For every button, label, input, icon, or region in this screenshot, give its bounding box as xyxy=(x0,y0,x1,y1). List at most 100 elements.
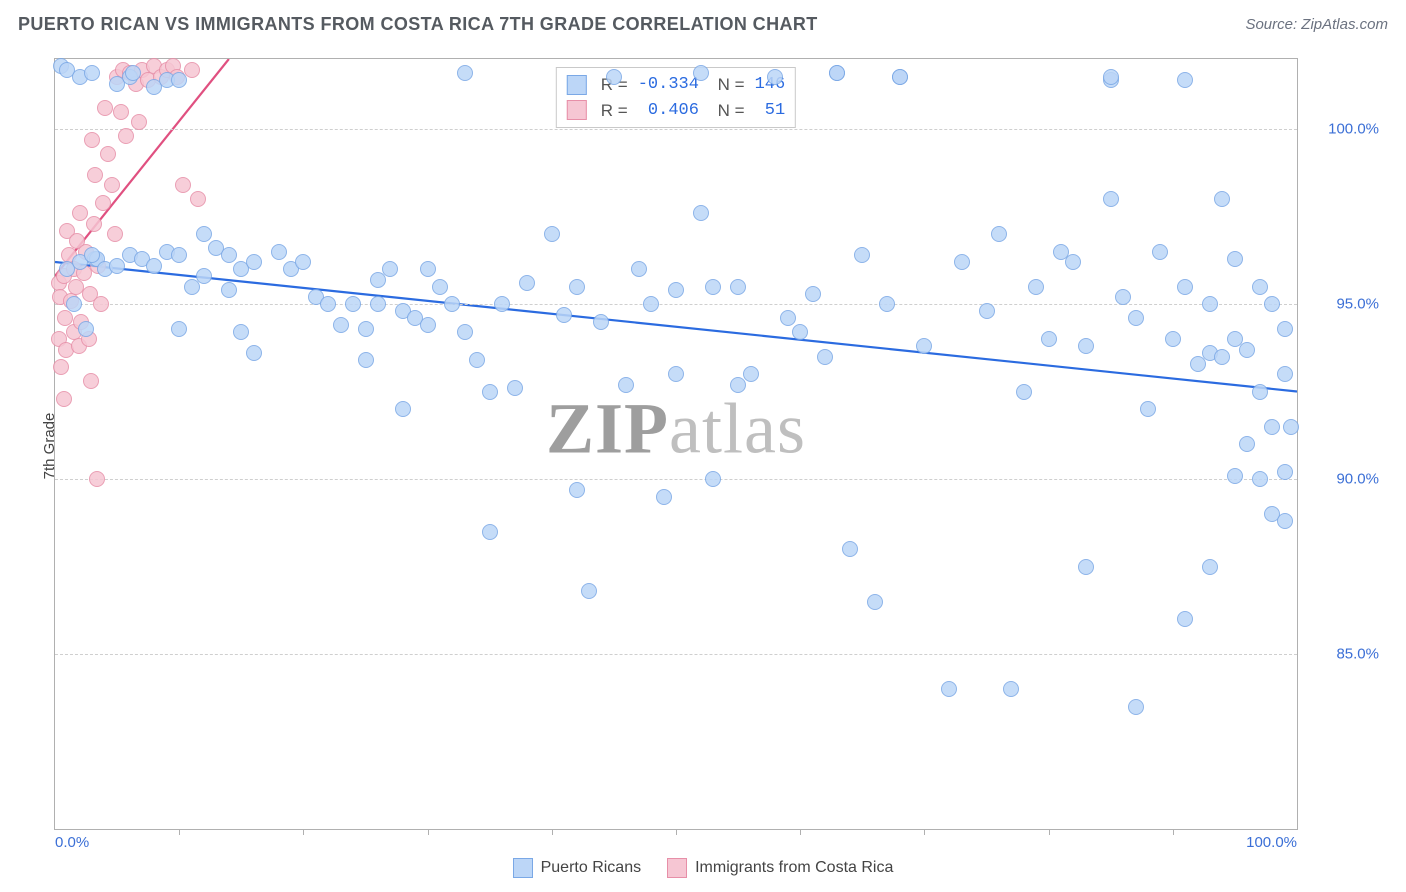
data-point-a[interactable] xyxy=(1264,296,1280,312)
data-point-b[interactable] xyxy=(97,100,113,116)
data-point-a[interactable] xyxy=(494,296,510,312)
data-point-a[interactable] xyxy=(1065,254,1081,270)
data-point-a[interactable] xyxy=(1078,338,1094,354)
data-point-a[interactable] xyxy=(1252,384,1268,400)
data-point-a[interactable] xyxy=(1003,681,1019,697)
data-point-a[interactable] xyxy=(792,324,808,340)
data-point-b[interactable] xyxy=(95,195,111,211)
data-point-a[interactable] xyxy=(593,314,609,330)
data-point-a[interactable] xyxy=(668,282,684,298)
data-point-a[interactable] xyxy=(519,275,535,291)
data-point-b[interactable] xyxy=(86,216,102,232)
data-point-a[interactable] xyxy=(979,303,995,319)
data-point-a[interactable] xyxy=(879,296,895,312)
data-point-a[interactable] xyxy=(171,247,187,263)
data-point-b[interactable] xyxy=(104,177,120,193)
data-point-a[interactable] xyxy=(705,471,721,487)
data-point-b[interactable] xyxy=(87,167,103,183)
data-point-a[interactable] xyxy=(1177,611,1193,627)
data-point-a[interactable] xyxy=(333,317,349,333)
data-point-a[interactable] xyxy=(507,380,523,396)
data-point-a[interactable] xyxy=(370,296,386,312)
data-point-b[interactable] xyxy=(84,132,100,148)
data-point-a[interactable] xyxy=(1177,279,1193,295)
data-point-a[interactable] xyxy=(66,296,82,312)
data-point-a[interactable] xyxy=(295,254,311,270)
data-point-a[interactable] xyxy=(556,307,572,323)
data-point-a[interactable] xyxy=(196,226,212,242)
data-point-a[interactable] xyxy=(705,279,721,295)
data-point-a[interactable] xyxy=(1165,331,1181,347)
data-point-a[interactable] xyxy=(444,296,460,312)
data-point-a[interactable] xyxy=(1016,384,1032,400)
data-point-b[interactable] xyxy=(107,226,123,242)
data-point-a[interactable] xyxy=(457,65,473,81)
data-point-a[interactable] xyxy=(991,226,1007,242)
data-point-a[interactable] xyxy=(358,321,374,337)
data-point-a[interactable] xyxy=(1227,468,1243,484)
data-point-a[interactable] xyxy=(1277,366,1293,382)
data-point-a[interactable] xyxy=(221,247,237,263)
data-point-a[interactable] xyxy=(382,261,398,277)
data-point-b[interactable] xyxy=(118,128,134,144)
data-point-a[interactable] xyxy=(569,279,585,295)
data-point-a[interactable] xyxy=(1103,69,1119,85)
data-point-a[interactable] xyxy=(693,205,709,221)
data-point-a[interactable] xyxy=(569,482,585,498)
data-point-a[interactable] xyxy=(1252,471,1268,487)
data-point-b[interactable] xyxy=(56,391,72,407)
data-point-a[interactable] xyxy=(1264,419,1280,435)
data-point-a[interactable] xyxy=(271,244,287,260)
data-point-a[interactable] xyxy=(1277,321,1293,337)
data-point-a[interactable] xyxy=(171,321,187,337)
data-point-a[interactable] xyxy=(916,338,932,354)
data-point-a[interactable] xyxy=(469,352,485,368)
data-point-a[interactable] xyxy=(1283,419,1299,435)
data-point-a[interactable] xyxy=(457,324,473,340)
data-point-a[interactable] xyxy=(606,69,622,85)
data-point-a[interactable] xyxy=(1214,349,1230,365)
data-point-a[interactable] xyxy=(221,282,237,298)
data-point-a[interactable] xyxy=(1252,279,1268,295)
data-point-a[interactable] xyxy=(544,226,560,242)
data-point-a[interactable] xyxy=(1115,289,1131,305)
data-point-a[interactable] xyxy=(1177,72,1193,88)
data-point-a[interactable] xyxy=(1140,401,1156,417)
data-point-a[interactable] xyxy=(196,268,212,284)
data-point-a[interactable] xyxy=(817,349,833,365)
data-point-a[interactable] xyxy=(1277,464,1293,480)
data-point-a[interactable] xyxy=(1041,331,1057,347)
data-point-a[interactable] xyxy=(1028,279,1044,295)
data-point-a[interactable] xyxy=(631,261,647,277)
data-point-a[interactable] xyxy=(482,384,498,400)
data-point-a[interactable] xyxy=(345,296,361,312)
data-point-a[interactable] xyxy=(420,317,436,333)
data-point-a[interactable] xyxy=(1103,191,1119,207)
data-point-a[interactable] xyxy=(892,69,908,85)
data-point-a[interactable] xyxy=(246,254,262,270)
data-point-b[interactable] xyxy=(72,205,88,221)
data-point-a[interactable] xyxy=(668,366,684,382)
data-point-b[interactable] xyxy=(113,104,129,120)
data-point-a[interactable] xyxy=(1202,559,1218,575)
data-point-b[interactable] xyxy=(89,471,105,487)
data-point-a[interactable] xyxy=(1239,342,1255,358)
data-point-b[interactable] xyxy=(175,177,191,193)
data-point-a[interactable] xyxy=(420,261,436,277)
data-point-a[interactable] xyxy=(84,65,100,81)
data-point-a[interactable] xyxy=(1277,513,1293,529)
data-point-a[interactable] xyxy=(805,286,821,302)
data-point-a[interactable] xyxy=(656,489,672,505)
data-point-a[interactable] xyxy=(482,524,498,540)
data-point-a[interactable] xyxy=(693,65,709,81)
data-point-a[interactable] xyxy=(618,377,634,393)
data-point-a[interactable] xyxy=(829,65,845,81)
data-point-a[interactable] xyxy=(954,254,970,270)
data-point-a[interactable] xyxy=(432,279,448,295)
data-point-a[interactable] xyxy=(1152,244,1168,260)
data-point-a[interactable] xyxy=(358,352,374,368)
data-point-a[interactable] xyxy=(171,72,187,88)
data-point-a[interactable] xyxy=(780,310,796,326)
data-point-b[interactable] xyxy=(83,373,99,389)
data-point-a[interactable] xyxy=(743,366,759,382)
